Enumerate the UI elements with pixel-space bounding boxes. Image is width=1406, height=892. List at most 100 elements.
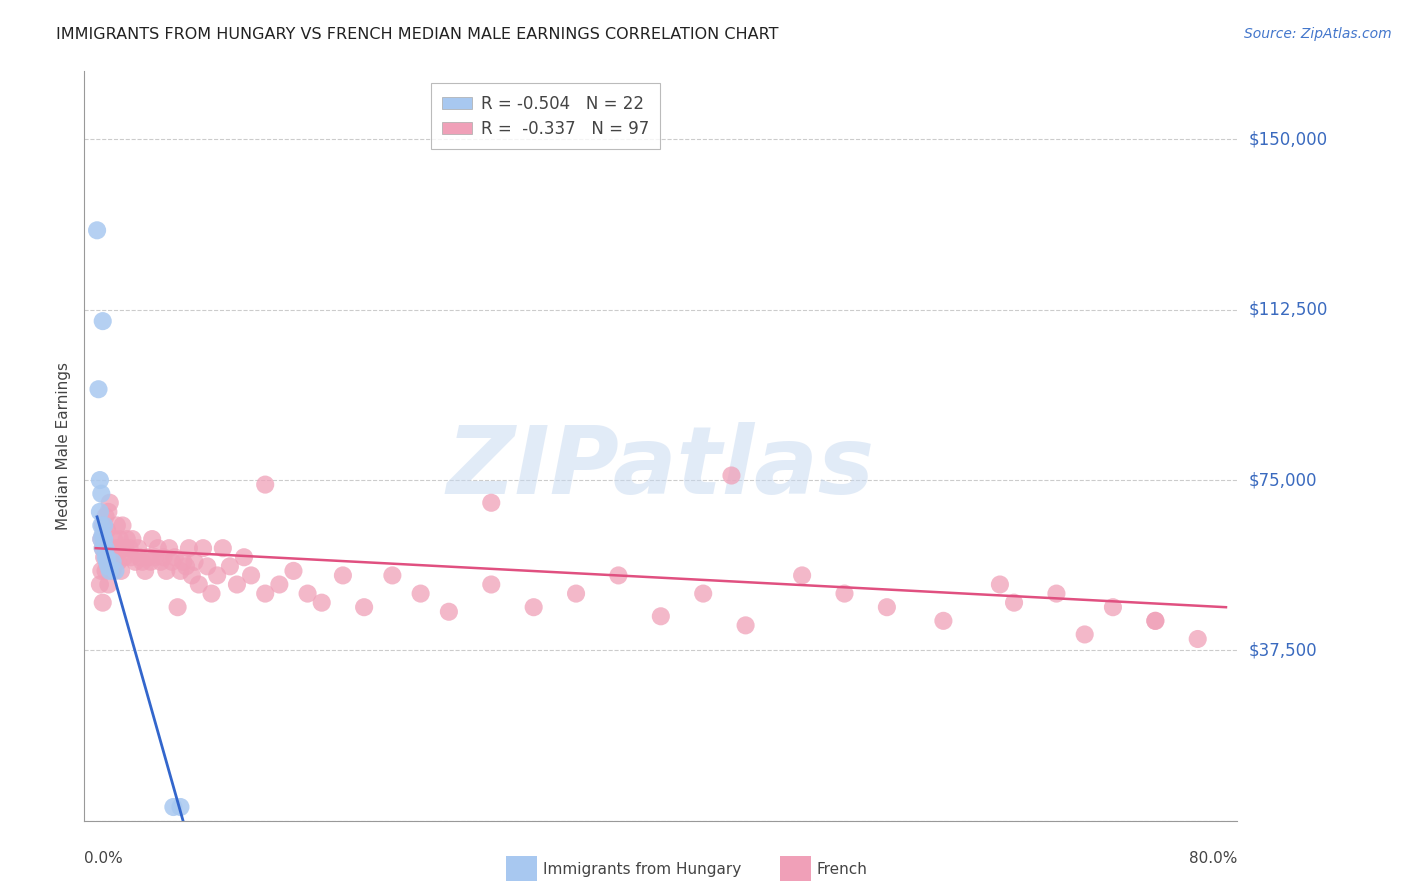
Text: ZIPatlas: ZIPatlas — [447, 423, 875, 515]
Point — [607, 568, 630, 582]
Point — [988, 577, 1011, 591]
Point — [650, 609, 672, 624]
Point — [98, 550, 121, 565]
Point — [157, 541, 180, 556]
Point — [834, 586, 856, 600]
Point — [91, 518, 114, 533]
Point — [332, 568, 354, 582]
Point — [97, 505, 120, 519]
Point — [152, 550, 174, 565]
Point — [98, 564, 121, 578]
Point — [1102, 600, 1125, 615]
Point — [734, 618, 756, 632]
Point — [94, 550, 117, 565]
Text: $150,000: $150,000 — [1249, 130, 1327, 148]
Text: Immigrants from Hungary: Immigrants from Hungary — [543, 863, 741, 877]
Point — [93, 550, 115, 565]
Text: $112,500: $112,500 — [1249, 301, 1327, 318]
Point — [191, 541, 214, 556]
Point — [174, 559, 197, 574]
Text: French: French — [817, 863, 868, 877]
Point — [87, 382, 110, 396]
Point — [353, 600, 375, 615]
Point — [94, 564, 117, 578]
Point — [226, 577, 249, 591]
Point — [120, 550, 142, 565]
Point — [163, 550, 186, 565]
Point — [93, 532, 115, 546]
Point — [90, 532, 112, 546]
Point — [101, 564, 124, 578]
Point — [134, 564, 156, 578]
Point — [143, 550, 166, 565]
Point — [105, 541, 128, 556]
Point — [876, 600, 898, 615]
Point — [91, 314, 114, 328]
Point — [269, 577, 291, 591]
Point — [479, 496, 502, 510]
Point — [254, 477, 277, 491]
Point — [162, 800, 184, 814]
Point — [111, 518, 134, 533]
Point — [90, 532, 112, 546]
Point — [97, 577, 120, 591]
Text: IMMIGRANTS FROM HUNGARY VS FRENCH MEDIAN MALE EARNINGS CORRELATION CHART: IMMIGRANTS FROM HUNGARY VS FRENCH MEDIAN… — [56, 27, 779, 42]
Point — [254, 586, 277, 600]
Point — [89, 473, 111, 487]
Point — [91, 541, 114, 556]
Point — [105, 518, 128, 533]
Point — [381, 568, 404, 582]
Point — [94, 541, 117, 556]
Point — [96, 541, 118, 556]
Point — [283, 564, 305, 578]
Point — [139, 555, 162, 569]
Point — [91, 596, 114, 610]
Point — [160, 555, 183, 569]
Point — [136, 550, 159, 565]
Point — [112, 550, 135, 565]
Point — [211, 541, 233, 556]
Point — [108, 532, 131, 546]
Point — [200, 586, 222, 600]
Point — [169, 800, 191, 814]
Point — [205, 568, 228, 582]
Point — [146, 541, 169, 556]
Point — [90, 486, 112, 500]
Point — [96, 523, 118, 537]
Point — [91, 541, 114, 556]
Point — [86, 223, 108, 237]
Point — [1144, 614, 1167, 628]
Point — [177, 541, 200, 556]
Point — [692, 586, 714, 600]
Point — [169, 564, 191, 578]
Point — [131, 555, 153, 569]
Point — [89, 577, 111, 591]
Point — [155, 564, 177, 578]
Text: 0.0%: 0.0% — [84, 851, 124, 865]
Text: $75,000: $75,000 — [1249, 471, 1317, 489]
Point — [240, 568, 263, 582]
Point — [149, 555, 172, 569]
Point — [94, 509, 117, 524]
Point — [118, 541, 141, 556]
Point — [479, 577, 502, 591]
Point — [124, 555, 146, 569]
Point — [90, 518, 112, 533]
Point — [104, 564, 127, 578]
Point — [1187, 632, 1209, 646]
Point — [115, 532, 138, 546]
Point — [166, 600, 188, 615]
Point — [1045, 586, 1067, 600]
Point — [233, 550, 256, 565]
Legend: R = -0.504   N = 22, R =  -0.337   N = 97: R = -0.504 N = 22, R = -0.337 N = 97 — [430, 84, 661, 150]
Point — [110, 564, 132, 578]
Point — [90, 564, 112, 578]
Point — [98, 496, 121, 510]
Y-axis label: Median Male Earnings: Median Male Earnings — [56, 362, 72, 530]
Point — [720, 468, 742, 483]
Point — [187, 577, 209, 591]
Text: Source: ZipAtlas.com: Source: ZipAtlas.com — [1244, 27, 1392, 41]
Point — [100, 541, 122, 556]
Point — [93, 532, 115, 546]
Point — [1002, 596, 1025, 610]
